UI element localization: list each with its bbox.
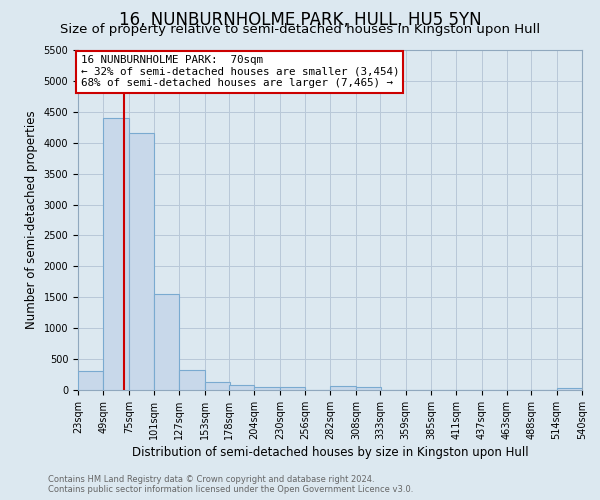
X-axis label: Distribution of semi-detached houses by size in Kingston upon Hull: Distribution of semi-detached houses by … xyxy=(131,446,529,459)
Text: Contains HM Land Registry data © Crown copyright and database right 2024.
Contai: Contains HM Land Registry data © Crown c… xyxy=(48,474,413,494)
Bar xyxy=(356,387,381,390)
Bar xyxy=(154,294,179,390)
Text: 16, NUNBURNHOLME PARK, HULL, HU5 5YN: 16, NUNBURNHOLME PARK, HULL, HU5 5YN xyxy=(119,11,481,29)
Text: 16 NUNBURNHOLME PARK:  70sqm
← 32% of semi-detached houses are smaller (3,454)
6: 16 NUNBURNHOLME PARK: 70sqm ← 32% of sem… xyxy=(80,55,399,88)
Bar xyxy=(254,387,280,390)
Bar xyxy=(557,388,582,390)
Bar xyxy=(179,370,205,390)
Bar xyxy=(205,382,230,390)
Text: Size of property relative to semi-detached houses in Kingston upon Hull: Size of property relative to semi-detach… xyxy=(60,22,540,36)
Bar xyxy=(128,134,154,390)
Bar xyxy=(331,386,356,390)
Bar xyxy=(280,387,305,390)
Bar xyxy=(229,386,254,390)
Bar xyxy=(78,372,103,390)
Y-axis label: Number of semi-detached properties: Number of semi-detached properties xyxy=(25,110,38,330)
Bar xyxy=(103,118,128,390)
